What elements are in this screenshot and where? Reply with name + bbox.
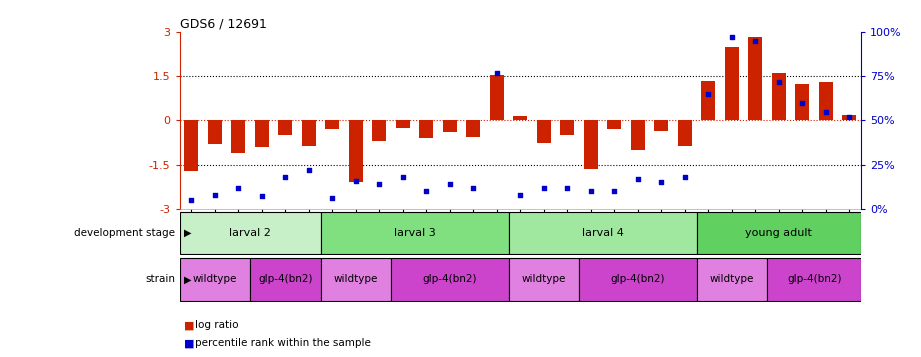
- Point: [842, 114, 857, 120]
- Point: [348, 178, 363, 183]
- Bar: [843, 115, 857, 121]
- Bar: [180, 211, 321, 254]
- Bar: [725, 47, 739, 121]
- Bar: [819, 82, 833, 121]
- Point: [678, 174, 693, 180]
- Bar: [466, 121, 481, 137]
- Point: [372, 181, 387, 187]
- Point: [748, 38, 763, 44]
- Bar: [772, 74, 786, 121]
- Point: [278, 174, 293, 180]
- Point: [207, 192, 222, 197]
- Bar: [396, 121, 410, 128]
- Bar: [184, 121, 198, 171]
- Point: [489, 70, 504, 76]
- Bar: [302, 121, 316, 146]
- Bar: [696, 211, 861, 254]
- Text: glp-4(bn2): glp-4(bn2): [787, 274, 842, 285]
- Bar: [607, 121, 622, 129]
- Bar: [278, 121, 292, 135]
- Text: ▶: ▶: [184, 228, 192, 238]
- Point: [442, 181, 457, 187]
- Point: [607, 188, 622, 194]
- Bar: [654, 121, 669, 131]
- Bar: [537, 121, 551, 142]
- Point: [325, 195, 340, 201]
- Bar: [208, 121, 222, 144]
- Bar: [180, 258, 251, 301]
- Text: wildtype: wildtype: [521, 274, 566, 285]
- Point: [560, 185, 575, 191]
- Bar: [349, 121, 363, 182]
- Bar: [701, 81, 716, 121]
- Point: [395, 174, 410, 180]
- Bar: [231, 121, 245, 153]
- Bar: [696, 258, 767, 301]
- Point: [701, 91, 716, 97]
- Bar: [391, 258, 508, 301]
- Point: [819, 109, 834, 115]
- Bar: [325, 121, 340, 129]
- Bar: [508, 258, 579, 301]
- Bar: [579, 258, 696, 301]
- Point: [772, 79, 787, 85]
- Text: young adult: young adult: [745, 228, 812, 238]
- Bar: [508, 211, 696, 254]
- Bar: [767, 258, 861, 301]
- Text: GDS6 / 12691: GDS6 / 12691: [180, 18, 266, 31]
- Text: larval 2: larval 2: [229, 228, 271, 238]
- Bar: [443, 121, 457, 132]
- Text: glp-4(bn2): glp-4(bn2): [258, 274, 312, 285]
- Point: [584, 188, 599, 194]
- Point: [231, 185, 246, 191]
- Bar: [419, 121, 434, 138]
- Bar: [678, 121, 692, 146]
- Point: [301, 167, 316, 173]
- Bar: [490, 75, 504, 121]
- Text: ▶: ▶: [184, 274, 192, 285]
- Text: larval 4: larval 4: [582, 228, 624, 238]
- Point: [419, 188, 434, 194]
- Text: larval 3: larval 3: [394, 228, 436, 238]
- Point: [795, 100, 810, 106]
- Bar: [372, 121, 387, 141]
- Text: percentile rank within the sample: percentile rank within the sample: [195, 338, 371, 348]
- Text: ■: ■: [184, 338, 194, 348]
- Text: wildtype: wildtype: [333, 274, 378, 285]
- Point: [184, 197, 199, 203]
- Point: [654, 180, 669, 185]
- Bar: [513, 116, 528, 121]
- Point: [725, 35, 740, 40]
- Bar: [255, 121, 269, 147]
- Point: [537, 185, 552, 191]
- Text: log ratio: log ratio: [195, 321, 239, 331]
- Text: strain: strain: [145, 274, 175, 285]
- Text: glp-4(bn2): glp-4(bn2): [423, 274, 477, 285]
- Point: [466, 185, 481, 191]
- Bar: [749, 36, 763, 121]
- Point: [631, 176, 646, 182]
- Bar: [796, 84, 810, 121]
- Text: wildtype: wildtype: [192, 274, 237, 285]
- Text: ■: ■: [184, 321, 194, 331]
- Point: [513, 192, 528, 197]
- Point: [254, 193, 269, 199]
- Text: glp-4(bn2): glp-4(bn2): [611, 274, 665, 285]
- Bar: [560, 121, 575, 135]
- Bar: [321, 211, 508, 254]
- Bar: [584, 121, 598, 169]
- Bar: [251, 258, 321, 301]
- Bar: [631, 121, 645, 150]
- Bar: [321, 258, 391, 301]
- Text: development stage: development stage: [74, 228, 175, 238]
- Text: wildtype: wildtype: [710, 274, 754, 285]
